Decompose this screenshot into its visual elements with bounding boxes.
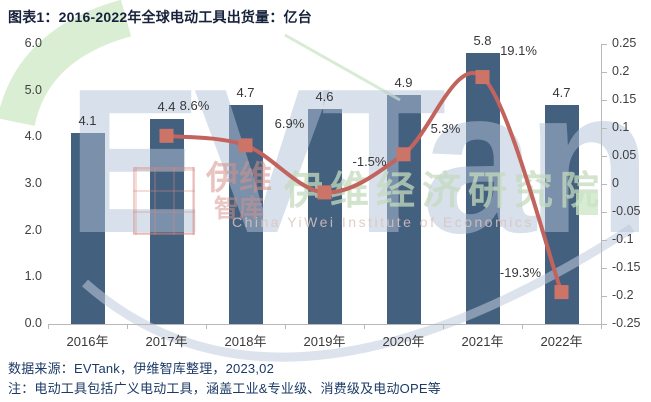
growth-point-label: 5.3% [430,121,461,137]
bar [544,104,579,324]
right-axis-tick-label: 0 [612,176,619,190]
bar [307,109,342,324]
right-axis-tick [601,296,607,297]
watermark-green-square [576,193,598,215]
bar [228,104,263,324]
x-axis-tick [206,324,207,329]
left-axis-tick-label: 5.0 [24,82,42,97]
right-axis-tick-label: 0.1 [612,120,630,134]
right-axis-tick [601,268,607,269]
bar-value-label: 4.9 [394,75,413,91]
x-axis-tick [127,324,128,329]
left-axis-tick-label: 6.0 [24,36,42,50]
data-source-note: 数据来源：EVTank，伊维智库整理，2023,02 [8,361,274,376]
left-axis-tick-label: 1.0 [24,269,42,284]
bar-value-label: 4.6 [315,89,334,105]
x-axis-tick [48,324,49,329]
right-axis-tick [601,72,607,73]
growth-point-label: 19.1% [500,43,537,59]
growth-point-label: 8.6% [179,97,210,113]
x-axis-label: 2018年 [224,334,267,349]
right-axis-tick [601,240,607,241]
growth-point-label: -1.5% [352,154,387,170]
chart-title: 图表1：2016-2022年全球电动工具出货量：亿台 [8,9,312,25]
x-axis-tick [601,324,602,329]
bar-value-label: 4.7 [552,84,571,100]
watermark-qr-square [133,167,195,235]
right-axis-tick-label: -0.15 [612,260,641,274]
left-axis-tick-label: 3.0 [24,176,42,190]
right-axis-tick-label: 0.15 [612,92,637,106]
bar-value-label: 5.8 [473,33,492,49]
x-axis-line [48,324,601,325]
right-axis-tick [601,100,607,101]
bar-value-label: 4.1 [78,112,97,128]
right-axis-tick-label: 0.2 [612,64,630,78]
x-axis-label: 2019年 [303,334,346,349]
right-axis-tick [601,44,607,45]
right-axis-tick [601,184,607,185]
growth-point-label: 6.9% [274,116,305,132]
x-axis-tick [522,324,523,329]
x-axis-tick [364,324,365,329]
x-axis-tick [285,324,286,329]
growth-point-label: -19.3% [499,265,542,281]
right-axis-tick [601,156,607,157]
x-axis-tick [443,324,444,329]
x-axis-label: 2022年 [540,334,583,349]
left-axis-tick-label: 2.0 [24,222,42,237]
x-axis-label: 2017年 [145,334,188,349]
watermark-green-arc [0,0,132,127]
right-axis-tick [601,128,607,129]
left-axis-tick-label: 0.0 [24,316,42,330]
right-axis-tick-label: -0.25 [612,316,641,330]
x-axis-label: 2021年 [461,334,504,349]
right-axis-tick-label: -0.2 [612,288,634,302]
right-axis-tick [601,212,607,213]
right-axis-tick-label: -0.1 [612,232,634,246]
left-axis-tick-label: 4.0 [24,129,42,144]
definition-note: 注：电动工具包括广义电动工具，涵盖工业&专业级、消费级及电动OPE等 [8,381,441,396]
right-axis-tick-label: -0.05 [612,204,641,218]
x-axis-label: 2020年 [382,334,425,349]
bar [465,53,500,324]
right-axis-tick-label: 0.05 [612,148,637,162]
x-axis-label: 2016年 [66,334,109,349]
right-axis-tick-label: 0.25 [612,36,637,50]
bar [70,132,105,324]
